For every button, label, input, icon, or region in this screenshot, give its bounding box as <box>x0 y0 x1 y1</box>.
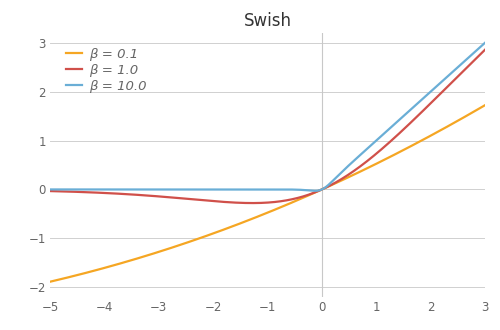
β = 1.0 <box>470 60 476 64</box>
β = 1.0 <box>247 201 253 205</box>
Title: Swish: Swish <box>244 12 292 30</box>
β = 10.0 <box>390 124 396 128</box>
β = 1.0 <box>482 48 488 52</box>
β = 1.0 <box>250 201 256 205</box>
β = 0.1 <box>47 280 53 284</box>
β = 10.0 <box>69 187 75 191</box>
β = 1.0 <box>258 201 264 205</box>
β = 1.0 <box>47 189 53 193</box>
β = 0.1 <box>258 213 264 217</box>
β = 1.0 <box>69 190 75 194</box>
β = 10.0 <box>312 189 318 193</box>
β = 10.0 <box>470 52 476 56</box>
β = 10.0 <box>470 52 476 56</box>
β = 0.1 <box>469 111 475 115</box>
Legend: β = 0.1, β = 1.0, β = 10.0: β = 0.1, β = 1.0, β = 10.0 <box>61 42 152 98</box>
β = 10.0 <box>47 187 53 191</box>
β = 0.1 <box>69 274 75 278</box>
β = 10.0 <box>258 187 264 191</box>
β = 0.1 <box>470 111 476 115</box>
β = 0.1 <box>247 218 253 222</box>
Line: β = 0.1: β = 0.1 <box>50 105 485 282</box>
β = 0.1 <box>482 103 488 107</box>
β = 10.0 <box>247 187 253 191</box>
Line: β = 1.0: β = 1.0 <box>50 50 485 203</box>
β = 1.0 <box>470 60 476 64</box>
β = 10.0 <box>482 41 488 45</box>
Line: β = 10.0: β = 10.0 <box>50 43 485 191</box>
β = 1.0 <box>390 137 396 141</box>
β = 0.1 <box>390 154 396 158</box>
